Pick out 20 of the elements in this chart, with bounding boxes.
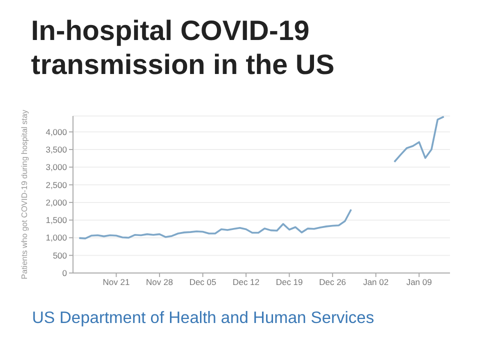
x-tick-label: Dec 26 [319, 277, 346, 288]
x-tick-label: Dec 12 [232, 277, 260, 288]
x-tick-label: Nov 28 [146, 277, 174, 288]
y-tick-label: 500 [52, 250, 68, 260]
chart-title: In-hospital COVID-19 transmission in the US [31, 14, 334, 82]
y-tick-label: 3,500 [46, 144, 68, 155]
text: US Department of Health and Human Services [32, 309, 374, 328]
y-tick-label: 4,000 [46, 126, 68, 137]
y-tick-label: 3,000 [46, 162, 68, 172]
x-tick-label: Dec 19 [276, 277, 304, 288]
y-tick-label: 0 [62, 268, 68, 278]
y-tick-label: 1,500 [46, 215, 68, 226]
x-tick-label: Jan 09 [406, 277, 432, 288]
y-tick-label: 1,000 [46, 232, 68, 243]
x-tick-label: Jan 02 [363, 277, 389, 288]
y-axis-title: Patients who got COVID-19 during hospital stay [20, 110, 29, 280]
x-tick-label: Nov 21 [102, 277, 130, 288]
y-tick-label: 2,500 [46, 180, 68, 190]
x-tick-label: Dec 05 [189, 277, 217, 288]
y-tick-label: 2,000 [46, 197, 68, 208]
